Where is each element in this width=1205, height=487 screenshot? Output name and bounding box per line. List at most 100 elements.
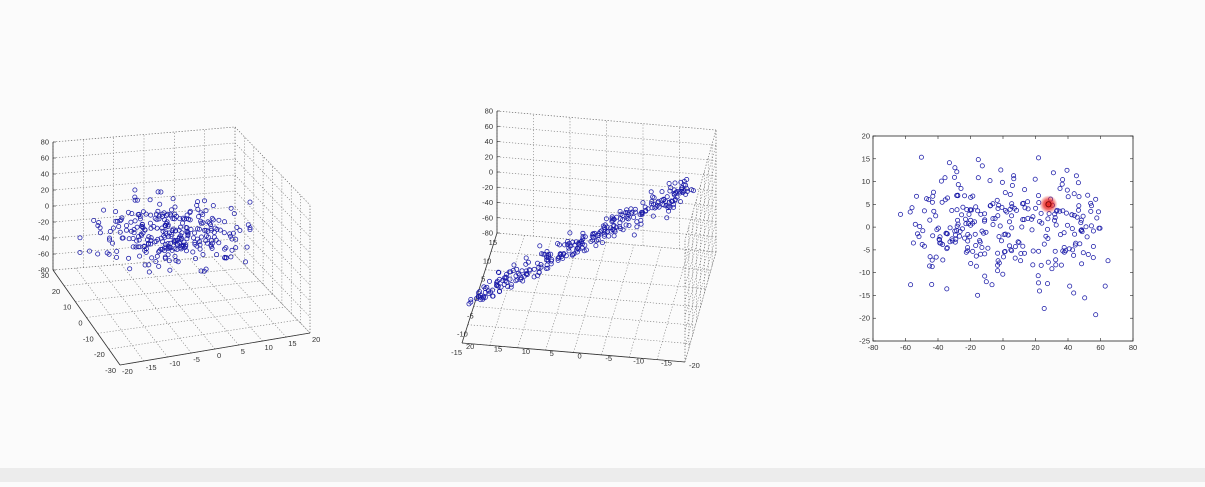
data-point	[620, 217, 626, 223]
data-point	[973, 204, 979, 210]
data-point	[650, 213, 656, 219]
box-edge	[52, 126, 236, 143]
data-point	[975, 292, 981, 298]
data-point	[1009, 213, 1015, 219]
data-point	[148, 241, 154, 247]
data-point	[580, 230, 586, 236]
data-point	[143, 211, 149, 217]
z-tick-label: -20	[38, 218, 49, 227]
data-point	[177, 224, 183, 230]
data-point	[1078, 217, 1084, 223]
data-point	[649, 205, 655, 211]
data-point	[140, 209, 146, 215]
data-point	[668, 185, 674, 191]
grid-line	[189, 258, 263, 342]
data-point	[927, 254, 933, 260]
data-point	[638, 217, 644, 223]
x-tick-label: -20	[122, 367, 133, 376]
data-point	[508, 284, 514, 290]
data-point	[677, 199, 683, 205]
data-point	[962, 235, 968, 241]
data-point	[975, 208, 981, 214]
z-tick-label: -20	[482, 183, 493, 192]
data-point	[231, 211, 237, 217]
data-point	[1080, 250, 1086, 256]
data-point	[531, 274, 537, 280]
data-point	[625, 216, 631, 222]
data-point	[136, 211, 142, 217]
data-point	[929, 199, 935, 205]
data-point	[197, 239, 202, 245]
data-point	[482, 290, 488, 295]
data-point	[230, 230, 236, 236]
data-point	[964, 207, 970, 213]
data-point	[999, 238, 1004, 244]
data-point	[934, 227, 940, 233]
data-point	[157, 248, 162, 254]
data-point	[1075, 180, 1081, 186]
data-point	[908, 282, 914, 288]
data-point	[518, 276, 523, 282]
data-point	[566, 248, 572, 254]
y-tick-label: 20	[52, 287, 60, 296]
data-point	[87, 248, 92, 254]
data-point	[1009, 201, 1015, 207]
x-tick-label: 80	[1129, 343, 1137, 352]
grid-line	[601, 244, 635, 355]
data-point	[222, 246, 228, 252]
data-point	[523, 268, 529, 274]
data-point	[501, 282, 507, 287]
data-point	[205, 228, 211, 234]
data-point	[163, 223, 168, 229]
grid-line	[479, 287, 701, 308]
data-point	[997, 223, 1003, 229]
data-point	[197, 242, 203, 248]
data-point	[570, 252, 576, 257]
data-point	[134, 238, 140, 244]
data-point	[247, 225, 253, 231]
data-point	[159, 225, 165, 231]
data-point	[524, 271, 530, 277]
data-point	[1073, 173, 1079, 179]
data-point	[77, 250, 83, 255]
grid-line	[684, 160, 717, 271]
data-point	[506, 269, 512, 275]
data-point	[213, 237, 219, 243]
data-point	[1021, 200, 1026, 206]
data-point	[667, 188, 673, 194]
data-point	[519, 268, 525, 274]
grid-line	[212, 256, 287, 338]
data-point	[927, 217, 933, 223]
data-point	[183, 248, 189, 254]
data-point	[142, 227, 148, 233]
x-tick-label: 0	[1001, 343, 1005, 352]
data-point	[148, 235, 154, 241]
data-point	[1025, 215, 1031, 221]
data-point	[979, 163, 985, 169]
data-point	[1045, 281, 1050, 287]
data-point	[617, 209, 623, 214]
data-point	[1033, 205, 1039, 211]
data-point	[523, 255, 529, 261]
data-point	[1020, 243, 1026, 249]
data-point	[965, 248, 970, 254]
data-point	[214, 226, 220, 232]
data-point	[195, 226, 200, 232]
grid-line	[75, 267, 144, 362]
grid-line	[489, 235, 525, 346]
grid-line	[491, 251, 711, 271]
data-point	[965, 238, 971, 244]
data-point	[985, 245, 991, 251]
data-point	[1093, 312, 1099, 318]
data-point	[940, 257, 946, 263]
data-point	[593, 243, 599, 249]
data-point	[603, 216, 609, 222]
data-point	[588, 239, 594, 244]
data-point	[1002, 249, 1008, 254]
data-point	[959, 226, 965, 232]
y-tick-label: 15	[489, 238, 497, 247]
data-point	[136, 237, 142, 243]
data-point	[482, 294, 488, 300]
y-tick-label: -30	[105, 366, 116, 375]
data-point	[193, 256, 198, 262]
